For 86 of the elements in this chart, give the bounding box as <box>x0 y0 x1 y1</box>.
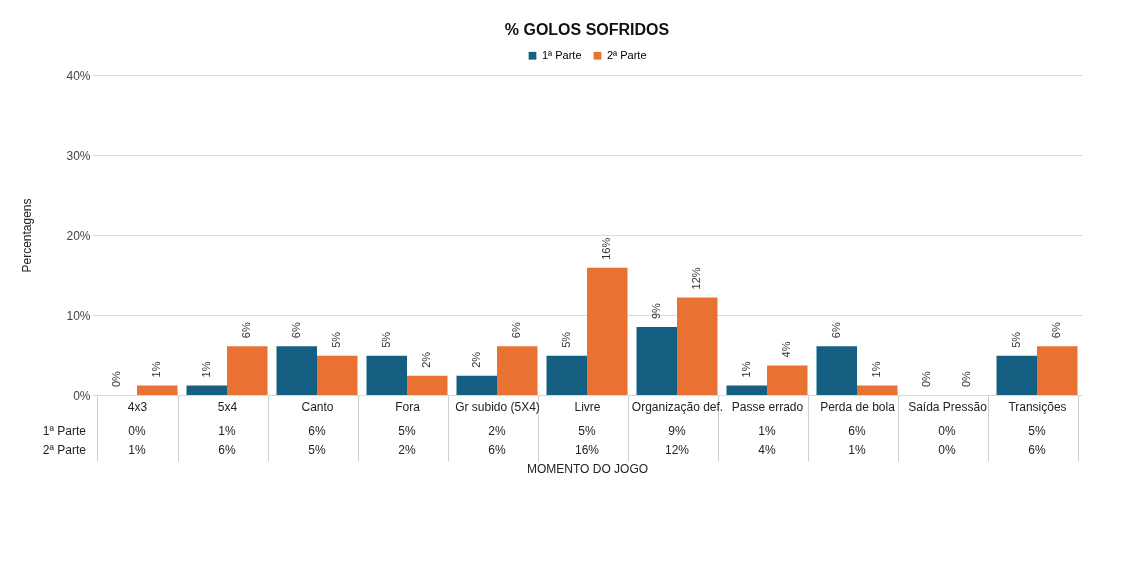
bar <box>276 346 317 395</box>
data-label: 6% <box>1028 443 1046 457</box>
data-label: 5% <box>578 424 596 438</box>
data-label: 12% <box>664 443 690 457</box>
data-label: 6% <box>308 424 326 438</box>
bar <box>407 375 448 395</box>
bar <box>317 355 358 395</box>
text: 16% <box>600 237 613 260</box>
text: 0% <box>960 371 973 387</box>
y-tick-label: 40% <box>66 68 91 83</box>
x-tick-label: Canto <box>301 399 334 414</box>
text: 1% <box>199 361 212 378</box>
bar <box>456 375 497 395</box>
text: 5% <box>330 331 343 348</box>
x-tick-label: Saída Pressão <box>908 399 988 414</box>
bar <box>636 327 677 395</box>
data-label: 0% <box>128 424 146 438</box>
y-tick-label: 10% <box>66 308 91 323</box>
data-label: 2% <box>488 424 506 438</box>
text: 5% <box>1009 331 1022 348</box>
bar <box>546 355 587 395</box>
data-label: 1% <box>128 443 146 457</box>
x-tick-label: 5x4 <box>217 399 238 414</box>
data-label: 6% <box>218 443 236 457</box>
y-tick-label: 30% <box>66 148 91 163</box>
y-tick-label: 0% <box>73 388 91 403</box>
text: 6% <box>1050 322 1063 339</box>
data-label: 6% <box>848 424 866 438</box>
bar <box>186 385 227 395</box>
data-label: 9% <box>668 424 686 438</box>
text: 4% <box>780 341 793 358</box>
bar <box>767 365 808 395</box>
data-label: 1% <box>758 424 776 438</box>
text: 0% <box>919 371 932 387</box>
text: 2ª Parte <box>42 443 86 457</box>
data-label: 2% <box>398 443 416 457</box>
bar <box>587 267 628 395</box>
x-tick-label: Livre <box>574 399 601 414</box>
text: 6% <box>829 322 842 339</box>
data-label: 6% <box>488 443 506 457</box>
bar <box>497 346 538 395</box>
x-tick-label: Transições <box>1008 399 1067 414</box>
x-tick-label: Gr subido (5X4) <box>455 399 540 414</box>
text: 1% <box>739 361 752 378</box>
text: 6% <box>510 322 523 339</box>
bar <box>137 385 178 395</box>
legend-label: 2ª Parte <box>607 48 647 61</box>
data-label: 5% <box>398 424 416 438</box>
text: 6% <box>289 322 302 339</box>
text: 1% <box>150 361 163 378</box>
bar <box>726 385 767 395</box>
text: 2% <box>420 351 433 368</box>
text: 2% <box>469 351 482 368</box>
text: 1ª Parte <box>42 424 86 438</box>
text: 5% <box>379 331 392 348</box>
data-label: 5% <box>308 443 326 457</box>
bar <box>227 346 268 395</box>
data-label: 4% <box>758 443 776 457</box>
text: 12% <box>690 267 703 290</box>
bar <box>677 297 718 395</box>
data-label: 0% <box>938 443 956 457</box>
x-tick-label: Fora <box>395 399 421 414</box>
x-tick-label: Passe errado <box>731 399 804 414</box>
bar <box>816 346 857 395</box>
data-label: 1% <box>218 424 236 438</box>
x-tick-label: Organização def. <box>631 399 724 414</box>
bar <box>857 385 898 395</box>
data-label: 5% <box>1028 424 1046 438</box>
chart-title: % GOLOS SOFRIDOS <box>504 21 670 38</box>
data-label: 16% <box>574 443 600 457</box>
y-tick-label: 20% <box>66 228 91 243</box>
bar <box>1037 346 1078 395</box>
x-axis-title: MOMENTO DO JOGO <box>526 462 649 476</box>
x-tick-label: Perda de bola <box>820 399 896 414</box>
legend-label: 1ª Parte <box>542 48 582 61</box>
bar <box>996 355 1037 395</box>
text: 9% <box>649 303 662 319</box>
text: 0% <box>109 371 122 387</box>
data-label: 1% <box>848 443 866 457</box>
text: 6% <box>240 322 253 339</box>
text: 5% <box>559 331 572 348</box>
bar <box>366 355 407 395</box>
text: 1% <box>870 361 883 378</box>
x-tick-label: 4x3 <box>127 399 148 414</box>
data-label: 0% <box>938 424 956 438</box>
y-axis-title: Percentagens <box>20 198 35 273</box>
